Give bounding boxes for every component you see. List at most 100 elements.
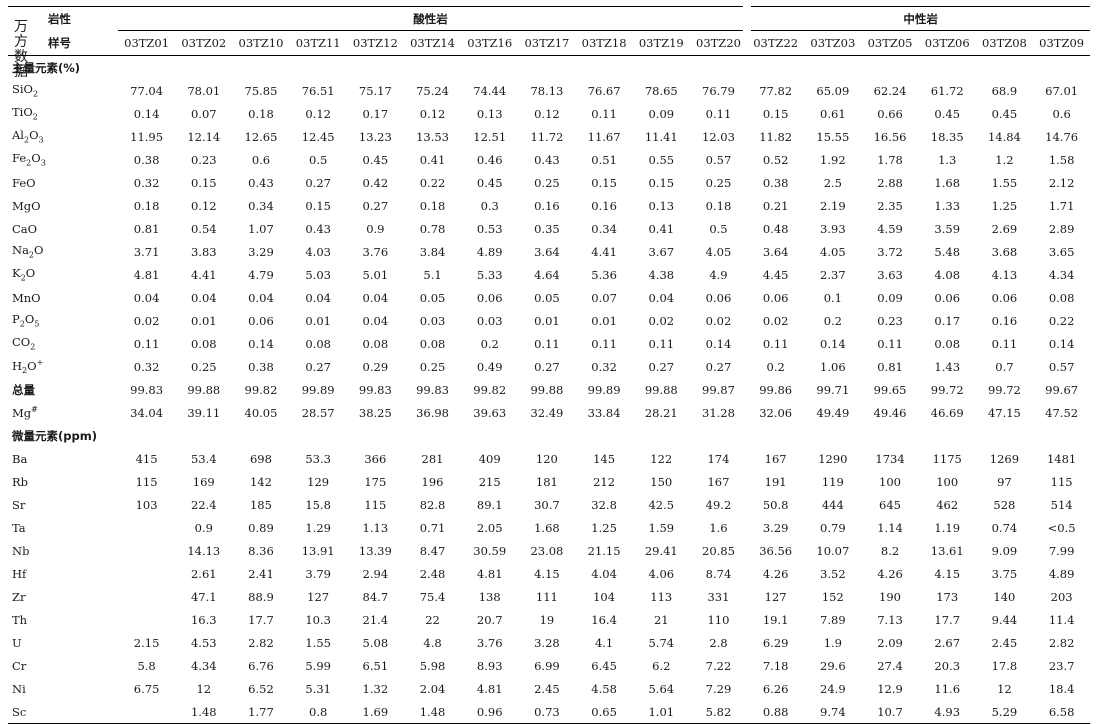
table-cell: 5.08 (362, 635, 389, 650)
table-cell: 76.79 (702, 83, 735, 98)
table-cell: 4.1 (594, 635, 614, 650)
sample-header: 03TZ10 (232, 30, 290, 56)
table-cell: 1.6 (709, 520, 728, 535)
table-row: P2O5 0.02 0.01 0.06 0.01 0.04 0.03 0.03 0.01 0.01… (8, 309, 1090, 332)
table-cell: 19.1 (762, 612, 789, 627)
table-cell: 0.1 (823, 290, 842, 305)
table-cell: 0.14 (1048, 336, 1075, 351)
table-cell: 1.32 (362, 681, 389, 696)
table-cell: 645 (879, 497, 901, 512)
table-cell: 415 (135, 451, 158, 466)
table-cell: 28.21 (644, 405, 678, 420)
table-cell: 99.67 (1045, 382, 1079, 397)
table-cell: 4.38 (648, 267, 675, 282)
table-cell: 0.45 (476, 175, 503, 190)
table-row: MgO 0.18 0.12 0.34 0.15 0.27 0.18 0.3 0.16 0.16 0.… (8, 194, 1090, 217)
table-cell: 32.06 (759, 405, 793, 420)
table-cell: 0.81 (877, 359, 903, 374)
table-cell: 89.1 (476, 497, 503, 512)
table-cell: 5.74 (648, 635, 675, 650)
table-cell: 0.9 (366, 221, 385, 236)
table-cell: 5.99 (305, 658, 331, 673)
table-cell: 0.02 (705, 313, 732, 328)
row-label: 总量 (12, 382, 35, 397)
table-cell: 698 (249, 451, 272, 466)
table-cell: 3.75 (991, 566, 1018, 581)
table-cell: 409 (478, 451, 501, 466)
table-cell: 0.71 (419, 520, 446, 535)
table-cell: 23.08 (530, 543, 564, 558)
table-cell: 3.59 (934, 221, 961, 236)
table-cell: 0.04 (190, 290, 217, 305)
table-cell: 34.04 (130, 405, 164, 420)
table-cell: 0.61 (820, 106, 846, 121)
table-row: K2O 4.81 4.41 4.79 5.03 5.01 5.1 5.33 4.64 5.36 4.… (8, 263, 1090, 286)
row-label: Nb (12, 543, 30, 558)
table-cell: 528 (993, 497, 1016, 512)
table-cell: 99.83 (130, 382, 164, 397)
table-cell: 0.16 (534, 198, 560, 213)
table-cell: 14.76 (1045, 129, 1079, 144)
table-cell (118, 516, 175, 539)
table-cell: 0.05 (534, 290, 560, 305)
table-cell: 0.6 (251, 152, 271, 167)
table-row: Fe2O3 0.38 0.23 0.6 0.5 0.45 0.41 0.46 0.43 0.51 0… (8, 148, 1090, 171)
table-cell: 30.59 (473, 543, 507, 558)
table-cell: 11.4 (1048, 612, 1075, 627)
row-label: MnO (12, 290, 41, 305)
row-label: Th (12, 612, 28, 627)
table-cell: 0.11 (991, 336, 1018, 351)
table-cell: 97 (997, 474, 1012, 489)
table-cell: 76.67 (587, 83, 621, 98)
table-cell: 0.21 (762, 198, 789, 213)
table-cell: 0.01 (305, 313, 331, 328)
rock-type-label: 岩性 (8, 6, 118, 31)
table-cell: 0.12 (419, 106, 446, 121)
table-cell: 11.72 (530, 129, 564, 144)
table-cell: 20.7 (476, 612, 503, 627)
header-row-samples: 样号 03TZ01 03TZ02 03TZ10 03TZ11 03TZ12 03TZ14 0… (8, 30, 1091, 56)
table-cell: 7.99 (1048, 543, 1075, 558)
table-cell: 5.82 (689, 700, 748, 724)
table-cell: 2.48 (419, 566, 446, 581)
table-cell: 1269 (989, 451, 1020, 466)
table-cell: 4.08 (934, 267, 961, 282)
table-cell: 76.51 (301, 83, 335, 98)
sample-header: 03TZ17 (518, 30, 576, 56)
table-cell: 16.4 (591, 612, 617, 627)
sample-header: 03TZ22 (747, 30, 805, 56)
table-cell: 142 (249, 474, 272, 489)
table-cell: 0.45 (934, 106, 961, 121)
table-cell: 0.22 (419, 175, 446, 190)
table-cell: 8.36 (248, 543, 274, 558)
table-row: Nb 14.13 8.36 13.91 13.39 8.47 30.59 23.08 21.15… (8, 539, 1090, 562)
table-cell: 0.09 (877, 290, 903, 305)
table-cell: 0.01 (190, 313, 217, 328)
table-cell: 0.17 (362, 106, 389, 121)
table-cell: 185 (249, 497, 272, 512)
row-label: Sr (12, 497, 26, 512)
row-label: H2O+ (12, 357, 44, 376)
table-cell: 0.08 (190, 336, 217, 351)
table-cell: 3.29 (248, 244, 274, 259)
table-cell: 2.19 (820, 198, 846, 213)
table-cell: 1.55 (991, 175, 1018, 190)
table-cell: 1.29 (305, 520, 331, 535)
table-cell: 4.15 (534, 566, 560, 581)
table-cell: 3.83 (190, 244, 217, 259)
group-intermediate: 中性岩 (743, 6, 1091, 31)
table-cell: 0.08 (1048, 290, 1075, 305)
table-cell: 78.01 (187, 83, 221, 98)
table-cell: 78.65 (644, 83, 678, 98)
table-cell: 75.85 (244, 83, 278, 98)
row-label: Ba (12, 451, 28, 466)
table-cell: 2.61 (190, 566, 217, 581)
table-cell: 17.8 (991, 658, 1018, 673)
table-cell: 1.2 (995, 152, 1014, 167)
table-row: Sc 1.48 1.77 0.8 1.69 1.48 0.96 0.73 0.65 1.01 5.8… (8, 700, 1091, 724)
table-cell: 0.16 (991, 313, 1018, 328)
table-cell: 111 (535, 589, 558, 604)
table-cell: 47.1 (190, 589, 217, 604)
table-cell: 366 (364, 451, 387, 466)
table-cell: 0.2 (823, 313, 842, 328)
